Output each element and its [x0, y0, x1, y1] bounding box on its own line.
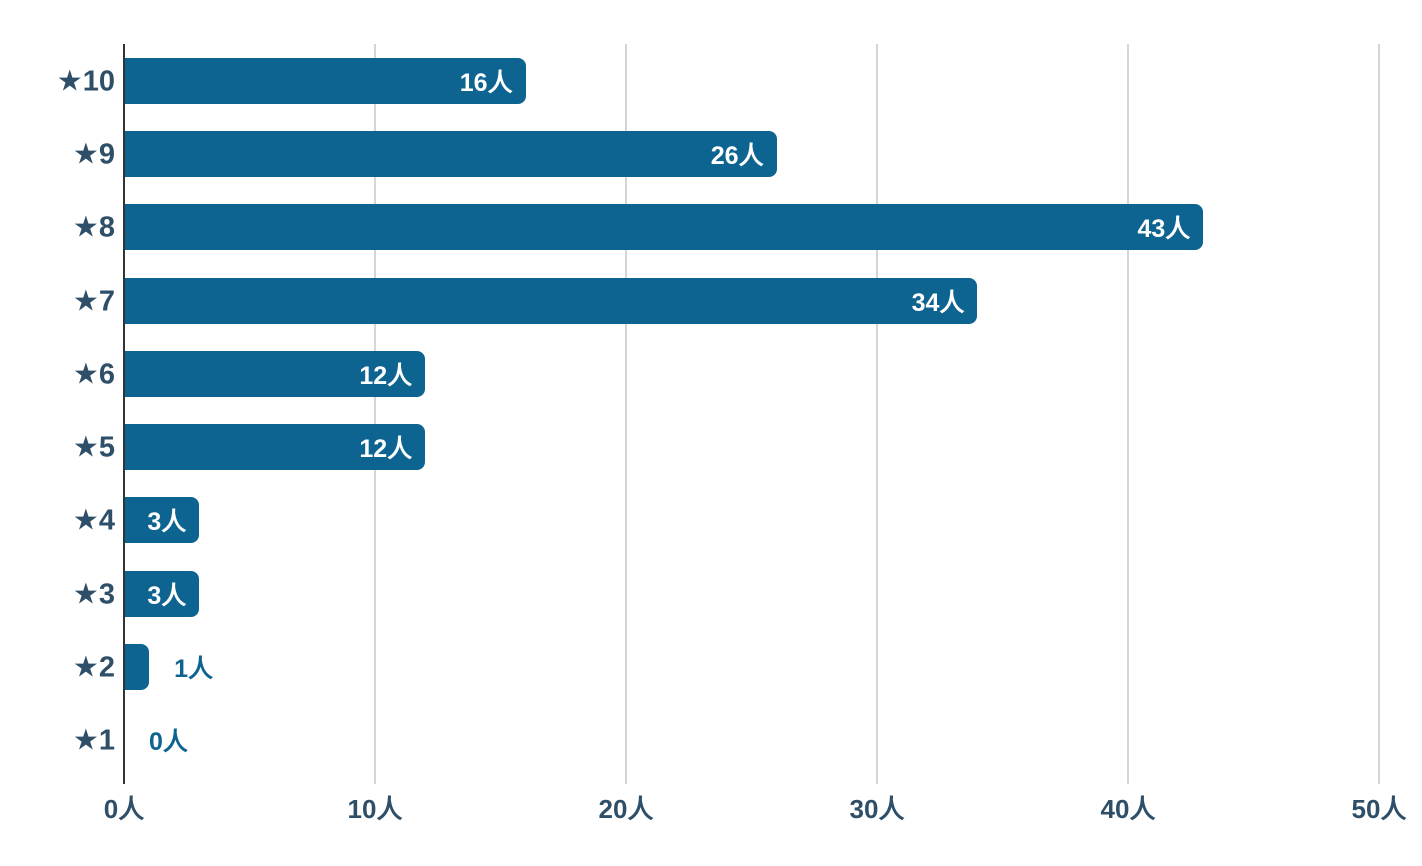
chart-row: ★8 43人	[73, 191, 1379, 264]
bar[interactable]: 26人	[124, 130, 777, 177]
category-label: ★9	[72, 138, 115, 171]
gridline	[1378, 44, 1380, 784]
category-label: ★10	[56, 65, 115, 98]
y-axis-baseline	[123, 44, 125, 784]
bar-value-label-outside: 1人	[174, 655, 213, 684]
x-tick-label: 30人	[849, 794, 905, 824]
bar[interactable]	[124, 644, 150, 691]
bar-value-label: 16人	[459, 68, 513, 97]
chart-row: ★7 34人	[73, 264, 1379, 337]
gridline	[625, 44, 627, 784]
gridline	[1127, 44, 1129, 784]
chart-row: ★10 16人	[57, 44, 1379, 117]
bar-value-label: 12人	[359, 435, 413, 464]
category-label: ★5	[72, 431, 115, 464]
chart-row: ★2 1人	[73, 630, 1379, 703]
bar[interactable]: 3人	[124, 570, 200, 617]
x-tick-label: 40人	[1100, 794, 1156, 824]
x-tick-label: 10人	[347, 794, 403, 824]
bar-value-label: 12人	[359, 361, 413, 390]
bar-rows: ★10 16人 ★9 26人 ★8 43人 ★7 34人 ★6 12人 ★5 1…	[57, 44, 1379, 777]
bar-value-label-outside: 0人	[149, 728, 188, 757]
bar[interactable]: 12人	[124, 424, 426, 471]
bar-value-label: 3人	[147, 581, 187, 610]
bar[interactable]: 12人	[124, 350, 426, 397]
gridline	[374, 44, 376, 784]
chart-row: ★1 0人	[73, 704, 1379, 777]
x-axis: 0人 10人 20人 30人 40人 50人	[104, 789, 1407, 829]
category-label: ★7	[72, 285, 115, 318]
x-tick-label: 50人	[1351, 794, 1407, 824]
x-tick-label: 20人	[598, 794, 654, 824]
chart-row: ★4 3人	[73, 484, 1379, 557]
category-label: ★1	[72, 724, 115, 757]
gridline	[876, 44, 878, 784]
category-label: ★4	[72, 504, 115, 537]
bar[interactable]: 34人	[124, 277, 978, 324]
category-label: ★8	[72, 211, 115, 244]
x-tick-label: 0人	[103, 794, 145, 824]
plot-area: ★10 16人 ★9 26人 ★8 43人 ★7 34人 ★6 12人 ★5 1…	[57, 44, 1380, 784]
bar[interactable]: 3人	[124, 497, 200, 544]
bar[interactable]: 43人	[124, 204, 1204, 251]
bar-value-label: 43人	[1137, 215, 1191, 244]
bar[interactable]: 16人	[124, 57, 526, 104]
category-label: ★3	[72, 578, 115, 611]
bar-value-label: 34人	[911, 288, 965, 317]
bar-value-label: 3人	[147, 508, 187, 537]
chart-row: ★5 12人	[73, 410, 1379, 483]
chart-row: ★9 26人	[73, 117, 1379, 190]
category-label: ★6	[72, 358, 115, 391]
bar-value-label: 26人	[710, 141, 764, 170]
chart-row: ★6 12人	[73, 337, 1379, 410]
chart-row: ★3 3人	[73, 557, 1379, 630]
category-label: ★2	[72, 651, 115, 684]
